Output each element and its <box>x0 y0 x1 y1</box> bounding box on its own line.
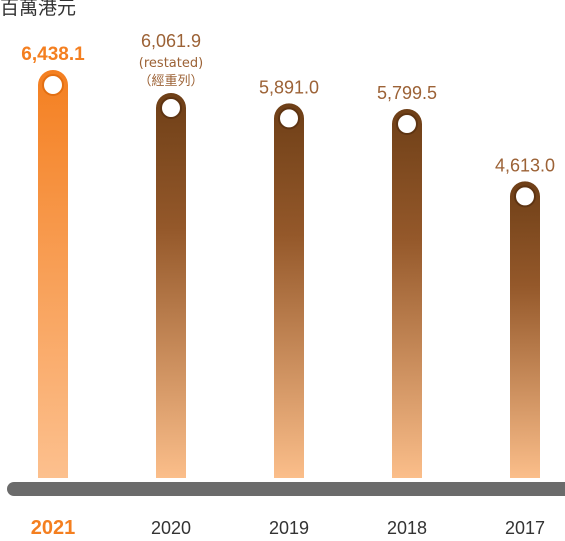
marker-2018 <box>396 112 418 135</box>
category-label-2018: 2018 <box>387 518 427 538</box>
category-label-2017: 2017 <box>505 518 545 538</box>
bar-2018 <box>392 108 422 479</box>
marker-2020 <box>160 96 182 119</box>
unit-label: 百萬港元 <box>0 0 77 19</box>
marker-2017 <box>514 185 536 208</box>
value-label-2017: 4,613.0 <box>495 155 555 175</box>
bar-2019 <box>274 103 304 479</box>
value-label-2018: 5,799.5 <box>377 83 437 103</box>
marker-2021 <box>42 74 64 96</box>
value-label-2019: 5,891.0 <box>259 77 319 97</box>
category-label-2020: 2020 <box>151 518 191 538</box>
note-label-2020-0: (restated) <box>139 56 203 71</box>
bar-2020 <box>156 92 186 478</box>
value-label-2020: 6,061.9 <box>141 31 201 51</box>
note-label-2020-1: （經重列） <box>138 73 203 89</box>
x-axis-bar <box>7 482 565 496</box>
bar-2021 <box>38 70 68 478</box>
marker-2019 <box>278 107 300 130</box>
category-label-2019: 2019 <box>269 518 309 538</box>
bar-2017 <box>510 181 540 478</box>
category-label-2021: 2021 <box>31 517 76 539</box>
value-label-2021: 6,438.1 <box>21 44 85 65</box>
